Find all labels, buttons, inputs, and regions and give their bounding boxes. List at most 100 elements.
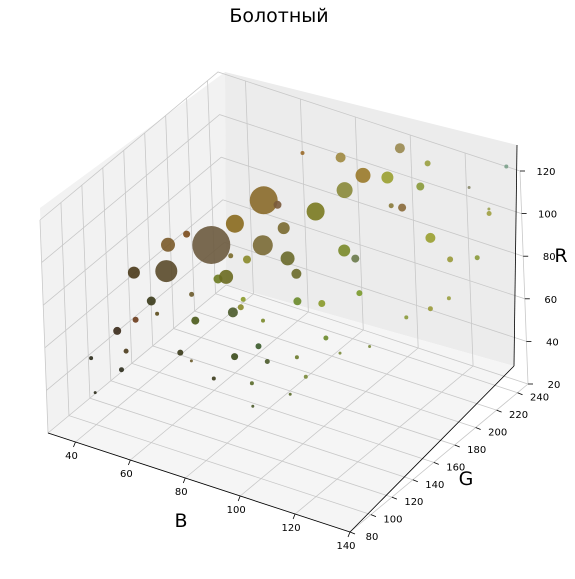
y-tick-mark [412,479,418,483]
data-point [255,343,262,350]
y-tick-label: 200 [488,428,507,439]
y-tick-label: 140 [425,480,444,491]
y-axis-label: G [459,468,474,490]
x-tick-label: 60 [120,469,133,480]
x-tick-label: 140 [336,541,355,552]
data-point [237,304,244,311]
grid-line-z [47,284,529,434]
data-point [303,374,308,379]
x-tick-mark [73,441,76,448]
data-point [243,255,251,264]
data-point [355,167,371,183]
y-tick-label: 120 [404,497,423,508]
data-point [228,253,234,259]
data-point [338,244,351,257]
data-point [404,315,409,320]
z-tick-label: 80 [543,252,556,263]
y-tick-label: 220 [509,410,528,421]
data-point [474,255,480,261]
data-point [227,307,238,318]
data-point [368,345,372,348]
data-point [351,254,360,263]
data-point [291,268,302,279]
grid-lines [39,71,529,533]
y-tick-label: 180 [467,445,486,456]
grid-line-z [42,156,524,306]
x-tick-mark [347,531,351,538]
data-point [394,143,405,154]
data-point [191,316,200,325]
data-point [89,356,94,361]
y-tick-label: 240 [530,393,549,404]
chart-title: Болотный [229,5,328,27]
x-tick-label: 40 [65,451,78,462]
z-tick-label: 120 [536,167,555,178]
x-axis-line [47,432,351,533]
y-axis-line [349,365,515,533]
data-point [487,207,491,211]
data-point [416,182,425,191]
floor-pane [48,285,514,532]
data-point [119,367,124,373]
z-tick-label: 100 [538,210,557,221]
x-tick-label: 80 [175,487,188,498]
data-point [446,296,451,301]
grid-line-z [39,71,521,221]
data-point [264,359,270,364]
data-point [127,266,140,279]
z-tick-label: 20 [548,380,561,391]
data-point [335,152,346,163]
axis-panes [40,72,517,532]
data-point [388,203,394,209]
data-point [155,311,160,316]
data-point [161,237,175,252]
data-point [261,318,265,323]
y-tick-mark [370,514,377,517]
data-point [381,171,394,184]
data-point [113,326,122,335]
data-point [318,300,326,307]
back-pane [225,72,517,366]
left-pane [40,72,226,433]
axis-lines [47,144,518,533]
data-point [323,335,329,341]
data-point [300,151,305,155]
y-tick-label: 80 [366,532,379,543]
data-point [219,269,234,284]
grid-line-z [41,114,522,263]
x-tick-mark [182,477,186,484]
data-point [249,186,278,215]
data-point [132,316,139,323]
x-tick-mark [127,459,131,466]
data-point [338,351,342,355]
data-point [306,202,325,221]
data-point [155,260,178,283]
y-tick-mark [454,444,460,448]
tick-labels: 4060801001201408010012014016018020022024… [65,167,560,552]
y-tick-mark [433,461,439,465]
x-tick-mark [237,495,241,502]
data-point [273,200,282,209]
data-point [189,291,195,297]
data-point [183,230,191,238]
data-point [189,359,193,363]
x-axis-label: B [174,510,187,532]
data-point [427,306,433,312]
data-point [398,203,407,212]
y-tick-mark [496,409,502,413]
data-point [288,392,292,396]
data-point [231,353,239,361]
data-point [252,235,273,256]
data-point [294,355,299,360]
y-tick-mark [349,531,356,535]
x-tick-mark [292,513,296,520]
data-point [424,160,431,167]
data-point [146,296,156,306]
z-axis-line [513,144,518,367]
data-point [177,349,184,356]
data-point [293,297,302,306]
data-point [336,182,353,199]
data-point [123,348,129,354]
data-point [192,226,231,264]
y-tick-mark [391,496,398,500]
